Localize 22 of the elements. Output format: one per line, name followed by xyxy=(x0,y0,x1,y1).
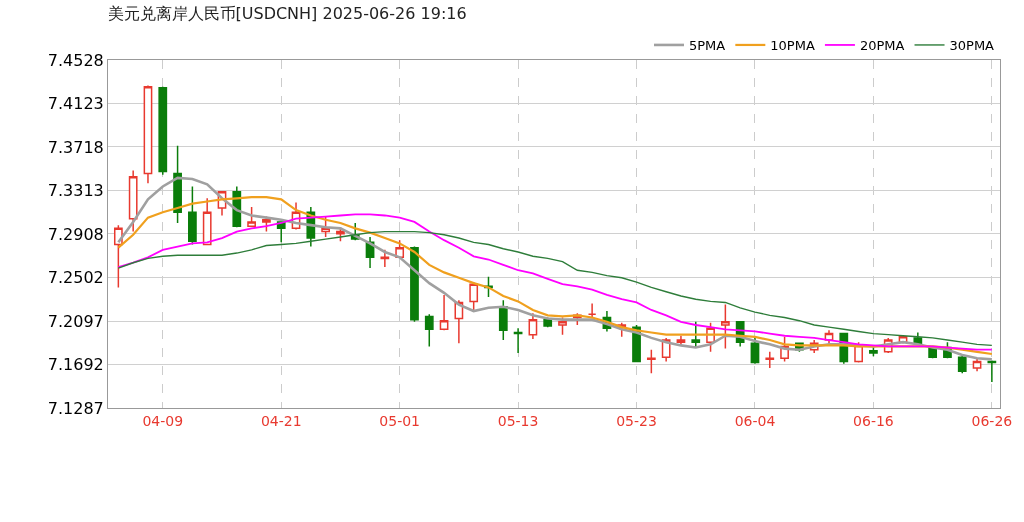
legend-label: 5PMA xyxy=(689,38,726,54)
x-tick-label: 05-23 xyxy=(616,412,657,429)
y-tick-label: 7.3718 xyxy=(47,137,104,157)
legend-label: 20PMA xyxy=(859,38,905,54)
y-tick-label: 7.1287 xyxy=(47,398,104,418)
x-tick-label: 05-01 xyxy=(379,412,420,429)
legend-label: 30PMA xyxy=(949,38,995,54)
y-tick-label: 7.4528 xyxy=(47,50,104,70)
y-tick-label: 7.4123 xyxy=(47,94,104,114)
y-tick-label: 7.3313 xyxy=(47,181,104,201)
y-tick-label: 7.1692 xyxy=(47,355,104,375)
x-tick-label: 04-09 xyxy=(142,412,184,429)
y-tick-label: 7.2908 xyxy=(47,224,104,244)
y-tick-label: 7.2502 xyxy=(47,268,104,288)
chart-title: 美元兑离岸人民币[USDCNH] 2025-06-26 19:16 xyxy=(107,4,467,24)
x-tick-label: 04-21 xyxy=(260,412,302,429)
legend-label: 10PMA xyxy=(770,38,815,54)
x-tick-label: 06-04 xyxy=(734,412,776,429)
x-tick-label: 06-16 xyxy=(853,412,894,429)
x-tick-label: 06-26 xyxy=(971,412,1013,429)
y-tick-label: 7.2097 xyxy=(47,311,104,331)
x-tick-label: 05-13 xyxy=(497,412,539,429)
